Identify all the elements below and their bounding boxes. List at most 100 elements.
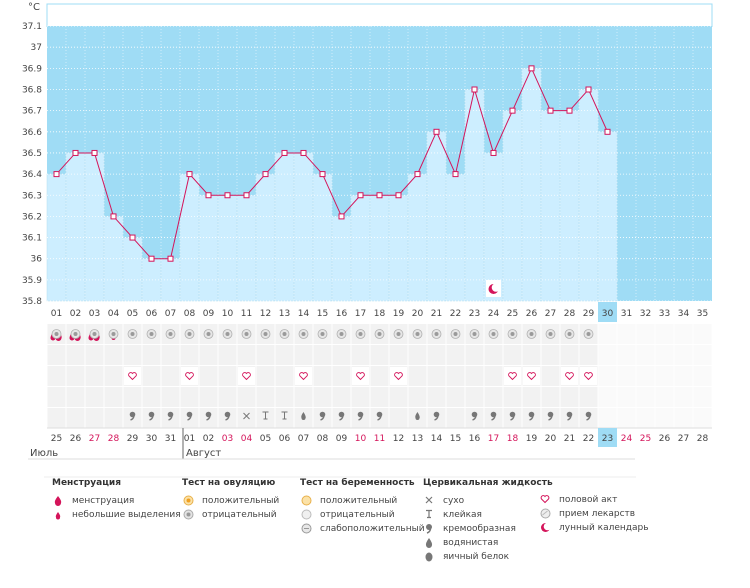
creamy-icon-tail: [548, 415, 553, 421]
cycle-day-label: 35: [697, 309, 708, 319]
heart-cell: [295, 367, 312, 385]
ovulation-negative-icon-dot: [149, 332, 154, 336]
creamy-icon: [509, 411, 516, 418]
ovulation-negative-icon-dot: [301, 332, 306, 336]
event-cell: [47, 345, 66, 365]
event-cell: [693, 366, 712, 386]
event-cell: [389, 345, 408, 365]
temperature-point: [604, 128, 611, 135]
legend: Менструация менструация небольшие выделе…: [45, 478, 649, 588]
event-cell: [522, 387, 541, 407]
creamy-icon-tail: [187, 415, 192, 421]
dry-icon: [423, 495, 435, 506]
event-cell: [503, 345, 522, 365]
cycle-day-label: 33: [659, 309, 670, 319]
event-cell: [66, 387, 85, 407]
creamy-icon-tail: [339, 415, 344, 421]
temperature-bar: [122, 237, 143, 302]
ovulation-negative-icon-dot: [111, 332, 116, 336]
event-cell: [617, 408, 636, 428]
y-tick-label: 36.1: [22, 234, 42, 244]
ovulation-negative-icon-dot: [339, 332, 344, 336]
event-cell: [674, 408, 693, 428]
event-cell: [579, 387, 598, 407]
month-label: Июль: [30, 448, 58, 459]
heart-cell: [504, 367, 521, 385]
event-cell: [104, 366, 123, 386]
ovulation-negative-icon-dot: [586, 332, 591, 336]
heart-cell: [181, 367, 198, 385]
event-cell: [180, 345, 199, 365]
y-tick-label: 35.9: [22, 276, 42, 286]
heart-cell: [523, 367, 540, 385]
temperature-point: [566, 107, 573, 114]
creamy-icon: [224, 411, 231, 418]
cycle-day-label: 02: [70, 309, 81, 319]
ovulation-negative-icon-dot: [472, 332, 477, 336]
temperature-point: [129, 234, 136, 241]
cycle-day-label: 32: [640, 309, 651, 319]
event-cell: [218, 345, 237, 365]
event-cell: [85, 366, 104, 386]
cycle-day-label: 15: [317, 309, 328, 319]
ovulation-positive-icon: [182, 495, 194, 506]
event-cell: [446, 366, 465, 386]
creamy-icon-tail: [130, 415, 135, 421]
date-label: 25: [640, 434, 651, 444]
event-cell: [465, 366, 484, 386]
creamy-icon: [547, 411, 554, 418]
event-cell: [237, 345, 256, 365]
event-cell: [142, 366, 161, 386]
event-cell: [199, 345, 218, 365]
event-cell: [218, 387, 237, 407]
heart-icon: [539, 494, 551, 505]
date-label: 18: [507, 434, 519, 444]
ovulation-negative-icon-dot: [510, 332, 515, 336]
event-cell: [237, 387, 256, 407]
event-cell: [465, 345, 484, 365]
event-cell: [655, 408, 674, 428]
temperature-point: [243, 192, 250, 199]
date-label: 20: [545, 434, 557, 444]
event-cell: [161, 366, 180, 386]
date-label: 07: [298, 434, 309, 444]
event-cell: [142, 387, 161, 407]
temperature-bar: [198, 195, 219, 302]
ovulation-negative-icon-dot: [358, 332, 363, 336]
creamy-icon: [433, 411, 440, 418]
y-tick-label: 36.9: [22, 64, 42, 74]
event-cell: [313, 366, 332, 386]
legend-pregnancy-positive: положительный: [320, 496, 398, 506]
temperature-line: [56, 67, 608, 260]
y-tick-label: 35.8: [22, 297, 42, 307]
cycle-day-label: 08: [184, 309, 196, 319]
event-cell: [370, 345, 389, 365]
cycle-day-label: 04: [108, 309, 120, 319]
creamy-icon-tail: [149, 415, 154, 421]
event-cell: [66, 366, 85, 386]
bbt-chart: °C 37.1 37 36.9 36.8 36.7 36.6 36.5 36.4 36.3 36.2…: [22, 2, 713, 478]
event-cell: [332, 366, 351, 386]
creamy-icon-tail: [529, 415, 534, 421]
pregnancy-positive-icon: [300, 495, 312, 506]
creamy-icon: [423, 523, 435, 534]
date-label: 23: [602, 434, 613, 444]
legend-ovulation-negative: отрицательный: [202, 510, 277, 520]
legend-spotting-label: небольшие выделения: [72, 510, 181, 520]
cycle-day-label: 31: [621, 309, 632, 319]
heart-cell: [390, 367, 407, 385]
event-cell: [427, 387, 446, 407]
cycle-day-label: 29: [583, 309, 595, 319]
event-cell: [389, 387, 408, 407]
event-cell: [161, 387, 180, 407]
creamy-icon: [148, 411, 155, 418]
event-cell: [408, 345, 427, 365]
legend-medication: прием лекарств: [559, 509, 636, 519]
event-cell: [237, 408, 256, 428]
y-tick-label: 36.4: [22, 170, 42, 180]
temperature-bar: [350, 195, 371, 302]
temperature-bar: [483, 152, 504, 302]
creamy-icon: [528, 411, 535, 418]
date-label: 27: [89, 434, 100, 444]
event-cell: [142, 345, 161, 365]
